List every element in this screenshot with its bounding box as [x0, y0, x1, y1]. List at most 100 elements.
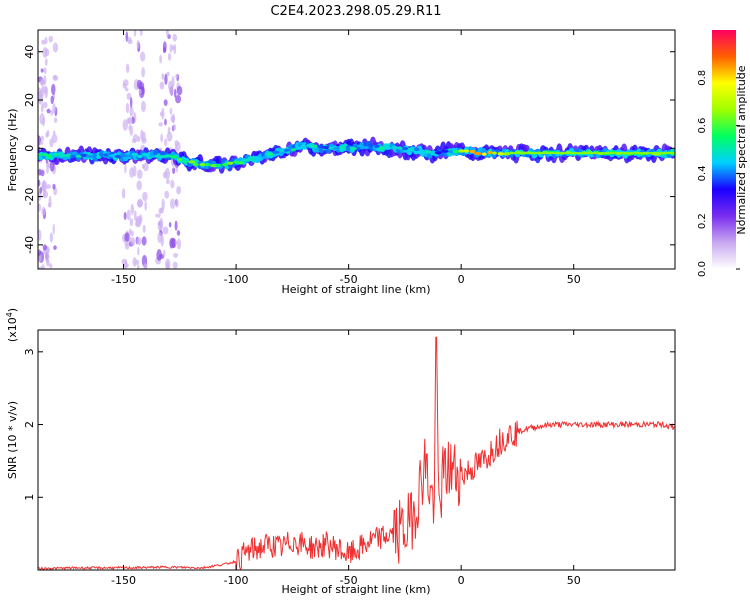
spectrogram-peak-cell [58, 153, 66, 158]
noise-speckle [175, 94, 182, 104]
colorbar-tick-label: 0.4 [697, 165, 708, 181]
spectrogram-peak-cell [440, 149, 449, 153]
noise-speckle [42, 117, 45, 127]
spectrogram-peak-cell [226, 161, 234, 165]
noise-speckle [52, 223, 55, 235]
snr-x-axis-label: Height of straight line (km) [281, 583, 430, 596]
noise-speckle [43, 74, 47, 86]
noise-speckle [143, 262, 148, 269]
noise-speckle [122, 82, 127, 89]
spectrogram-peak-cell [46, 154, 53, 158]
spectrogram-peak-cell [249, 157, 255, 161]
noise-speckle [158, 122, 163, 127]
noise-speckle [125, 63, 130, 74]
spectrogram-peak-cell [363, 146, 369, 150]
noise-speckle [135, 215, 142, 223]
noise-speckle [164, 190, 170, 199]
spectrogram-peak-cell [182, 160, 188, 164]
spectrogram-peak-cell [92, 153, 97, 157]
spectrogram-peak-cell [169, 155, 178, 159]
spectrogram-peak-cell [283, 148, 290, 152]
noise-speckle [125, 102, 130, 114]
noise-speckle [50, 110, 54, 116]
noise-speckle [49, 263, 53, 269]
spectrogram-peak-cell [136, 154, 143, 159]
spectrogram-peak-cell [299, 145, 307, 149]
colorbar-gradient [712, 30, 736, 269]
spectrogram-peak-cell [262, 155, 268, 159]
noise-speckle [53, 245, 57, 250]
spectrogram-peak-cell [458, 149, 466, 153]
noise-speckle [45, 253, 50, 260]
noise-speckle [42, 102, 48, 109]
noise-speckle [138, 88, 142, 95]
snr-x-tick-label: -150 [111, 574, 136, 587]
noise-speckle [172, 33, 178, 42]
noise-speckle [169, 107, 173, 115]
noise-speckle [132, 134, 139, 142]
noise-speckle [162, 171, 168, 179]
noise-speckle [43, 67, 47, 74]
noise-speckle [41, 206, 46, 216]
noise-speckle [52, 183, 56, 190]
colorbar-tick-label: 0.8 [697, 70, 708, 86]
noise-speckle [129, 106, 134, 117]
spectrogram-peak-cell [434, 151, 442, 155]
noise-speckle [38, 203, 42, 212]
noise-speckle [165, 179, 170, 185]
noise-speckle [167, 126, 171, 134]
noise-speckle [170, 179, 175, 189]
spectrogram-peak-cell [397, 146, 403, 150]
spectrogram-peak-cell [482, 152, 487, 156]
noise-speckle [40, 169, 45, 177]
snr-y-exponent-label: (x104) [5, 308, 19, 342]
spectrogram-peak-cell [316, 144, 324, 149]
noise-speckle [159, 217, 164, 230]
noise-speckle [38, 179, 41, 187]
spectrogram-peak-cell [164, 154, 172, 158]
spectrogram-peak-cell [204, 163, 211, 167]
noise-speckle [50, 95, 54, 105]
noise-speckle [163, 138, 168, 147]
spectrogram-peak-cell [199, 163, 206, 167]
noise-speckle [38, 229, 42, 241]
spectrogram-peak-cell [85, 154, 94, 158]
noise-speckle [136, 169, 143, 180]
spectrogram-peak-cell [188, 160, 196, 164]
spectrogram-x-tick-label: -100 [224, 273, 249, 286]
spectrogram-peak-cell [290, 148, 296, 152]
noise-speckle [46, 108, 51, 114]
noise-speckle [162, 226, 169, 235]
noise-speckle [141, 236, 147, 246]
noise-speckle [165, 30, 169, 38]
noise-speckle [142, 162, 149, 172]
spectrogram-peak-cell [356, 144, 365, 148]
noise-speckle [129, 218, 134, 227]
snr-series-line [38, 336, 675, 570]
spectrogram-y-ticks: -40 -20 0 20 40 [23, 45, 675, 254]
spectrogram-peak-cell [402, 146, 409, 151]
snr-marks [38, 336, 675, 570]
noise-speckle [126, 209, 131, 221]
noise-speckle [123, 211, 127, 221]
noise-speckle [47, 202, 52, 208]
spectrogram-marks [38, 30, 675, 269]
noise-speckle [144, 200, 147, 211]
noise-speckle [124, 260, 128, 269]
spectrogram-peak-cell [321, 145, 330, 150]
spectrogram-peak-cell [378, 146, 385, 150]
noise-speckle [140, 100, 146, 113]
noise-speckle [167, 53, 172, 61]
noise-speckle [38, 249, 42, 256]
noise-speckle [168, 221, 172, 228]
noise-speckle [160, 133, 163, 143]
spectrogram-peak-cell [448, 150, 454, 154]
noise-speckle [174, 220, 178, 231]
noise-speckle [140, 51, 146, 62]
spectrogram-peak-cell [407, 147, 416, 151]
spectrogram-x-tick-label: 50 [567, 273, 581, 286]
noise-speckle [39, 187, 43, 194]
spectrogram-peak-cell [215, 163, 222, 168]
spectrogram-peak-cell [271, 150, 280, 154]
noise-speckle [163, 99, 168, 106]
